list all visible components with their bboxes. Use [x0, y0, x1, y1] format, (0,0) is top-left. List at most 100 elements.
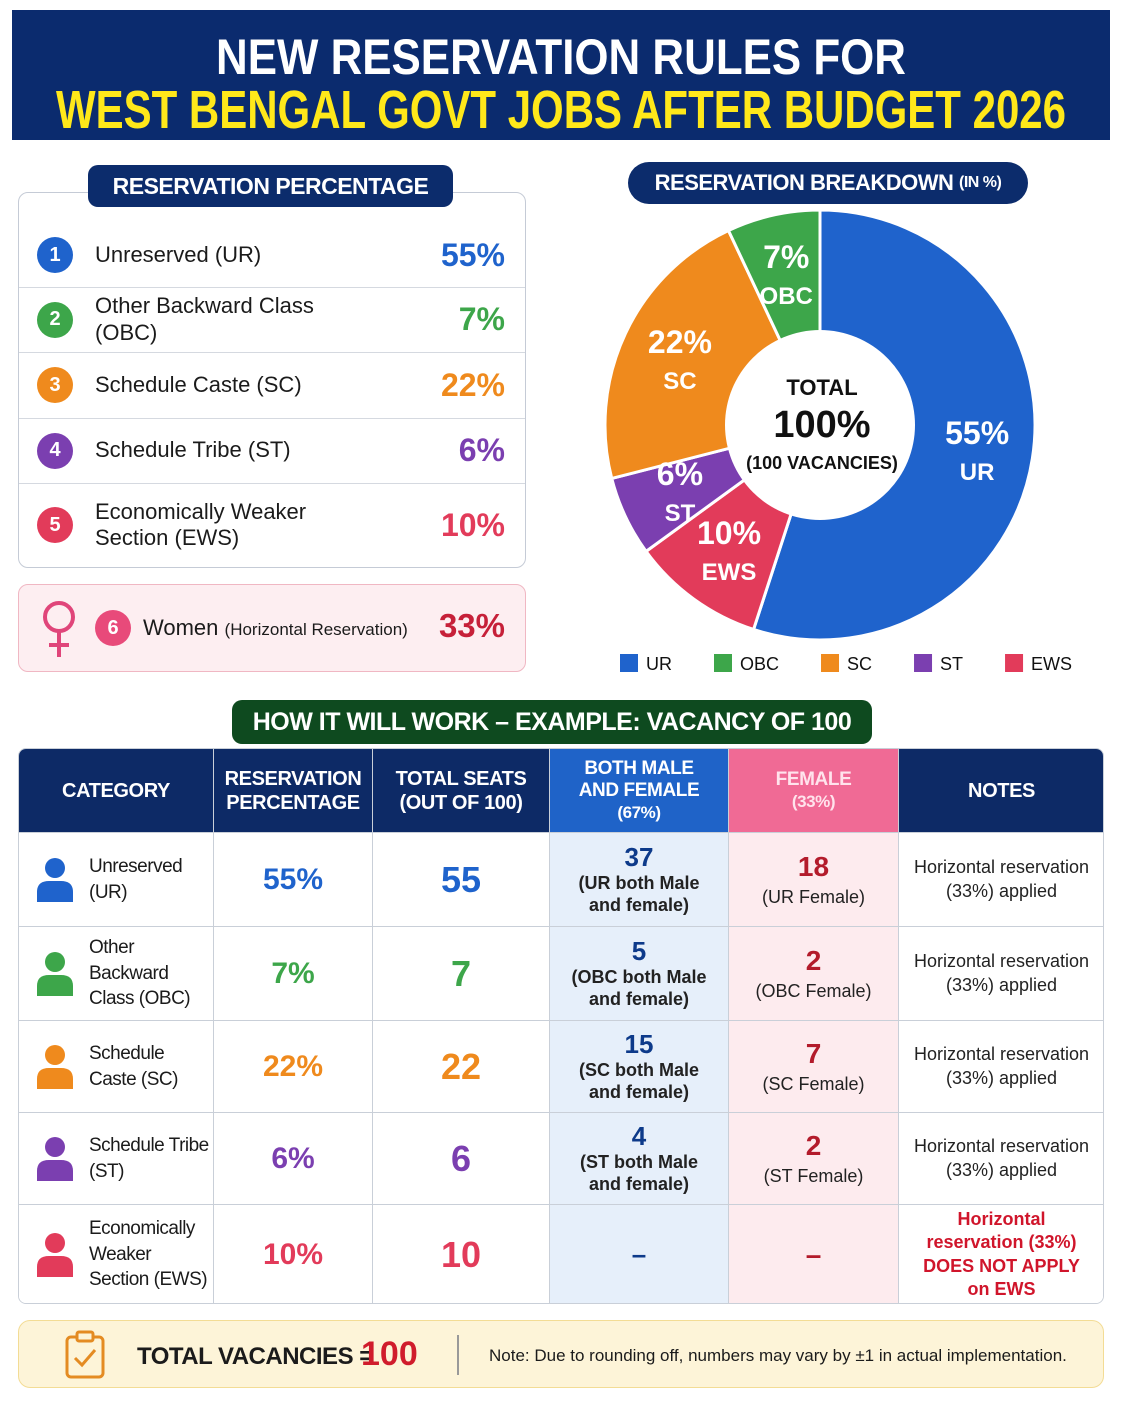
table-cell: 55 — [373, 833, 550, 927]
both-note: (OBC both Male and female) — [571, 967, 707, 1009]
icon-part — [65, 1335, 105, 1379]
total-seats: 22 — [440, 1045, 482, 1087]
total-seats: 55 — [440, 858, 482, 900]
list-row: 3 Schedule Caste (SC) 22% — [19, 352, 525, 419]
reservation-percent: 7% — [271, 956, 315, 990]
slice-value-label: 7% — [763, 239, 809, 275]
header-text: RESERVATION — [224, 767, 362, 790]
item-name: Schedule Tribe (ST) — [95, 437, 291, 463]
row-note: Horizontal reservation (33%) applied — [913, 1044, 1090, 1088]
person-icon — [37, 1233, 73, 1277]
person-icon — [37, 1137, 73, 1181]
item-number: 1 — [37, 237, 73, 273]
header: NEW RESERVATION RULES FOR WEST BENGAL GO… — [12, 10, 1110, 140]
item-percent: 55% — [440, 236, 505, 273]
icon-part — [45, 1137, 65, 1157]
table-cell: 2 (ST Female) — [729, 1113, 899, 1205]
legend-swatch — [1005, 654, 1024, 672]
both-note: (ST both Male and female) — [580, 1152, 698, 1194]
icon-part — [45, 1045, 65, 1065]
female-icon — [43, 601, 75, 657]
slice-category-label: SC — [663, 368, 696, 395]
icon-part — [37, 1256, 73, 1277]
table-cell: 10 — [373, 1205, 550, 1303]
table-cell: 7% — [214, 927, 373, 1021]
person-icon — [37, 858, 73, 902]
table-cell: 5 (OBC both Male and female) — [550, 927, 729, 1021]
icon-part — [37, 881, 73, 902]
table-cell: Horizontal reservation (33%) applied — [899, 1021, 1103, 1113]
person-icon — [37, 952, 73, 996]
reservation-percent: 6% — [271, 1141, 315, 1175]
table-cell: Economically Weaker Section (EWS) — [19, 1205, 214, 1303]
legend-label: UR — [646, 654, 672, 674]
percentage-list: 1 Unreserved (UR) 55% 2 Other Backward Class… — [18, 192, 526, 568]
women-box: 6 Women (Horizontal Reservation) 33% — [18, 584, 526, 672]
item-number: 2 — [37, 301, 73, 338]
slice-category-label: OBC — [760, 283, 813, 310]
item-percent: 10% — [440, 506, 505, 543]
divider — [457, 1335, 459, 1375]
icon-part — [43, 601, 75, 633]
legend-label: OBC — [740, 654, 779, 674]
pie-chart: 55% UR 10% EWS 6% ST 22% SC 7% OBC TOTAL 100% (100 V… — [603, 208, 1072, 674]
slice-value-label: 6% — [657, 456, 703, 492]
total-seats: 10 — [440, 1233, 482, 1275]
both-note: (SC both Male and female) — [579, 1060, 699, 1102]
footer-label: TOTAL VACANCIES = — [137, 1343, 373, 1370]
female-seats: – — [805, 1238, 822, 1270]
table-cell: 15 (SC both Male and female) — [550, 1021, 729, 1113]
item-name: Unreserved (UR) — [95, 241, 262, 267]
chart-title-text: RESERVATION BREAKDOWN — [654, 170, 954, 195]
women-name: Women — [143, 615, 219, 640]
icon-part — [37, 1068, 73, 1089]
item-number: 6 — [95, 610, 131, 646]
table-cell: 4 (ST both Male and female) — [550, 1113, 729, 1205]
female-seats: 7 — [805, 1038, 822, 1069]
table-cell: Horizontal reservation (33%) applied — [899, 1113, 1103, 1205]
header-cell: CATEGORY — [19, 749, 214, 833]
table-cell: 6 — [373, 1113, 550, 1205]
icon-part — [75, 1330, 95, 1343]
table-cell: 18 (UR Female) — [729, 833, 899, 927]
category-name: Schedule Tribe (ST) — [89, 1134, 209, 1182]
table-cell: 22 — [373, 1021, 550, 1113]
item-percent: 22% — [440, 366, 505, 403]
table-cell: 7 (SC Female) — [729, 1021, 899, 1113]
table-cell: 22% — [214, 1021, 373, 1113]
icon-part — [37, 975, 73, 996]
slice-value-label: 55% — [945, 415, 1009, 451]
header-text: FEMALE — [775, 768, 852, 790]
item-percent: 6% — [458, 432, 505, 468]
slice-value-label: 10% — [697, 515, 761, 551]
icon-part — [45, 1233, 65, 1253]
header-text: AND FEMALE — [578, 780, 700, 802]
table-cell: – — [729, 1205, 899, 1303]
legend-label: ST — [940, 654, 963, 674]
women-note: (Horizontal Reservation) — [224, 620, 408, 639]
female-seats: 2 — [805, 1130, 822, 1161]
legend-swatch — [714, 654, 732, 672]
header-svg: NEW RESERVATION RULES FOR WEST BENGAL GO… — [56, 29, 1066, 140]
slice-value-label: 22% — [648, 324, 712, 360]
footer-total: 100 — [361, 1335, 418, 1373]
both-seats: 4 — [631, 1121, 647, 1152]
item-name: Schedule Caste (SC) — [95, 371, 302, 397]
example-title: HOW IT WILL WORK – EXAMPLE: VACANCY OF 1… — [232, 700, 872, 744]
table-cell: 37 (UR both Male and female) — [550, 833, 729, 927]
icon-part — [45, 952, 65, 972]
chart-title: RESERVATION BREAKDOWN (IN %) — [628, 162, 1028, 204]
title-line-2: WEST BENGAL GOVT JOBS AFTER BUDGET 2026 — [56, 80, 1066, 140]
table-cell: 7 — [373, 927, 550, 1021]
female-note: (OBC Female) — [755, 981, 872, 1001]
list-row: 1 Unreserved (UR) 55% — [19, 223, 525, 288]
row-note: Horizontal reservation (33%) DOES NOT AP… — [923, 1208, 1080, 1299]
women-label: Women (Horizontal Reservation) — [143, 615, 408, 641]
list-title: RESERVATION PERCENTAGE — [88, 165, 453, 207]
total-seats: 6 — [450, 1137, 472, 1179]
header-text: CATEGORY — [62, 779, 170, 802]
slice-category-label: UR — [960, 459, 995, 486]
table-cell: Horizontal reservation (33%) applied — [899, 833, 1103, 927]
category-name: Other Backward Class (OBC) — [89, 937, 191, 1010]
